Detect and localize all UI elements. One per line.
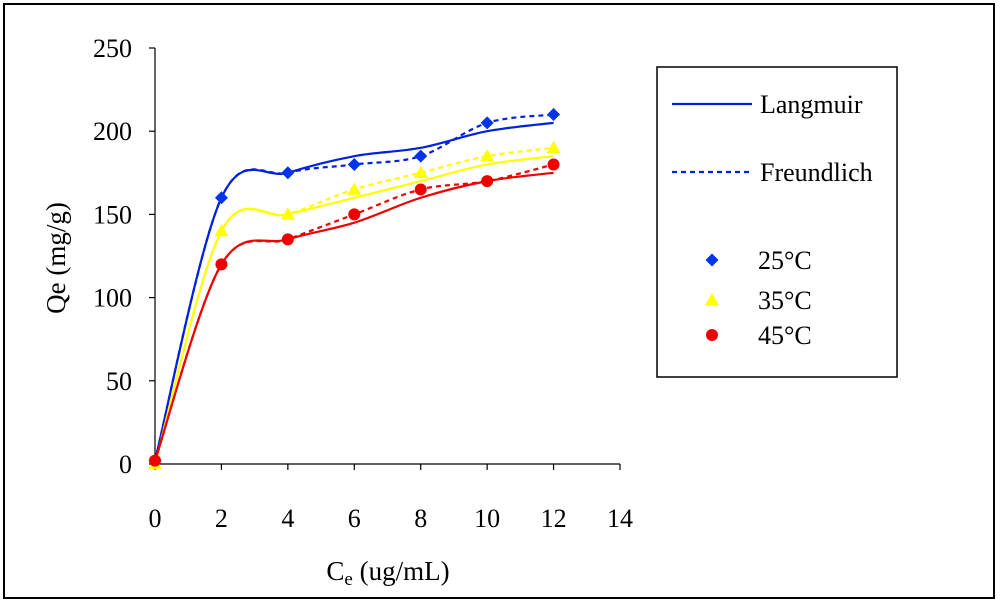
- x-tick-label: 2: [215, 504, 228, 533]
- legend-box: [656, 66, 898, 378]
- x-tick-label: 0: [149, 504, 162, 533]
- markers-layer: [148, 108, 561, 470]
- freundlich-line-25c: [153, 113, 554, 461]
- data-point-35c: [214, 224, 229, 237]
- legend-marker-25c: [705, 253, 719, 267]
- langmuir-line-25c: [153, 121, 554, 461]
- x-tick-label: 10: [474, 504, 500, 533]
- freundlich-line-45c: [153, 163, 554, 462]
- axes: 0 50 100 150 200 250 0 2 4 6 8 10 12 14: [93, 34, 633, 533]
- data-point-35c: [280, 207, 295, 220]
- x-axis-title-main: C: [326, 556, 344, 586]
- x-tick-label: 4: [281, 504, 294, 533]
- legend-marker-45c: [706, 329, 718, 341]
- data-point-45c: [281, 233, 294, 246]
- legend-label-25c: 25°C: [758, 246, 812, 275]
- data-point-35c: [347, 182, 362, 195]
- data-point-45c: [481, 175, 494, 188]
- legend-label-35c: 35°C: [758, 286, 812, 315]
- x-tick-label: 6: [348, 504, 361, 533]
- y-axis-title: Qe (mg/g): [41, 202, 71, 314]
- langmuir-line-35c: [153, 155, 554, 465]
- x-axis-title-subscript: e: [344, 569, 352, 590]
- data-point-35c: [480, 149, 495, 162]
- legend-label-45c: 45°C: [758, 321, 812, 350]
- legend-freundlich-label: Freundlich: [760, 158, 873, 187]
- data-point-25c: [214, 191, 228, 205]
- x-tick-label: 12: [541, 504, 567, 533]
- y-tick-label: 0: [119, 450, 132, 479]
- y-tick-label: 250: [93, 34, 132, 63]
- data-point-35c: [413, 165, 428, 179]
- data-point-45c: [547, 158, 560, 171]
- freundlich-line-35c: [153, 146, 554, 465]
- data-point-35c: [546, 140, 561, 154]
- data-point-25c: [347, 157, 361, 171]
- data-point-45c: [414, 183, 427, 196]
- x-axis-title: Ce (ug/mL): [326, 556, 449, 590]
- y-tick-label: 50: [106, 367, 132, 396]
- legend: Langmuir Freundlich 25°C 35°C 45°C: [656, 66, 898, 378]
- data-point-25c: [281, 166, 295, 180]
- data-point-25c: [414, 149, 428, 163]
- data-point-25c: [480, 116, 494, 130]
- x-tick-label: 14: [607, 504, 633, 533]
- data-point-45c: [149, 454, 161, 467]
- x-tick-label: 8: [414, 504, 427, 533]
- legend-langmuir-label: Langmuir: [760, 90, 863, 119]
- y-tick-label: 100: [93, 284, 132, 313]
- legend-marker-35c: [705, 293, 719, 306]
- x-axis-title-unit: (ug/mL): [353, 556, 450, 586]
- y-tick-label: 150: [93, 200, 132, 229]
- data-point-45c: [348, 208, 361, 221]
- data-point-45c: [215, 258, 228, 271]
- data-point-25c: [547, 108, 561, 122]
- y-tick-label: 200: [93, 117, 132, 146]
